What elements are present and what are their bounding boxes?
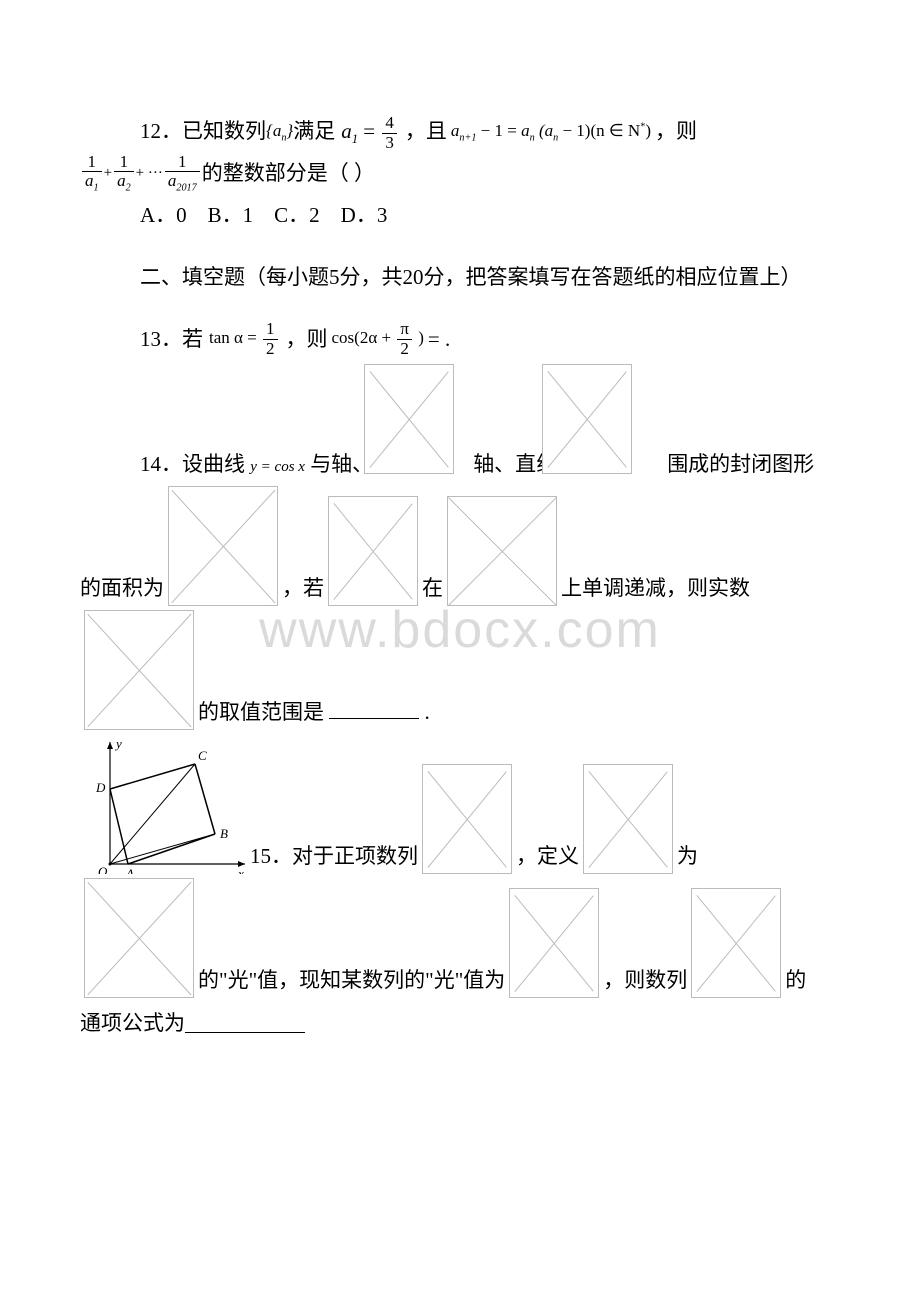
q12-a1-den: 3 xyxy=(382,133,397,153)
q14-t7: 上单调递减，则实数 xyxy=(561,572,750,606)
placeholder-box xyxy=(422,764,512,874)
q12-r-s2: n xyxy=(530,132,535,143)
q14-prefix: 14．设曲线 xyxy=(140,452,245,476)
placeholder-box xyxy=(84,878,194,998)
q13-fd: 2 xyxy=(263,339,278,359)
q12-seq: {an} xyxy=(266,114,293,149)
q12-t1a: a xyxy=(85,171,94,190)
q12-t2a: a xyxy=(117,171,126,190)
q14-line1: 14．设曲线 y = cos x 与轴、 轴、直线 围成的封闭图形 xyxy=(80,448,840,482)
diagram-label-D: D xyxy=(95,780,106,795)
placeholder-box xyxy=(84,610,194,730)
q13-close: ) xyxy=(418,328,424,347)
q13-frac: 1 2 xyxy=(263,320,278,358)
section2-title: 二、填空题（每小题5分，共20分，把答案填写在答题纸的相应位置上） xyxy=(80,256,840,298)
q12-comma1: ，且 xyxy=(405,110,447,152)
q12-tail2: 的整数部分是（ ） xyxy=(202,152,375,194)
q12-a1-a: a xyxy=(341,119,352,143)
q13-fn: 1 xyxy=(263,320,278,339)
q15-t6: 通项公式为 xyxy=(80,1002,185,1044)
placeholder-box xyxy=(364,364,454,474)
q14-row3: 的取值范围是 . xyxy=(80,610,840,730)
q12-p1: + xyxy=(104,158,112,188)
q12-a1-frac: 4 3 xyxy=(382,114,397,152)
q15-t4: ，则数列 xyxy=(603,964,687,998)
diagram-label-O: O xyxy=(98,864,108,874)
placeholder-box xyxy=(168,486,278,606)
q12-line2: 1 a1 + 1 a2 + ··· 1 a2017 的整数部分是（ ） xyxy=(80,152,840,194)
q15-prefix: 15．对于正项数列 xyxy=(250,840,418,874)
q12-choices: A．0 B．1 C．2 D．3 xyxy=(80,194,840,236)
q13-cos: cos(2α + π 2 ) xyxy=(332,320,424,358)
q12-r-p: (a xyxy=(539,121,553,140)
q15-t5: 的 xyxy=(785,964,806,998)
q13-prefix: 13．若 xyxy=(140,318,203,360)
q12-t1n: 1 xyxy=(85,153,100,172)
q14-t6: 在 xyxy=(422,572,443,606)
q12-line1: 12．已知数列 {an} 满足 a1 = 4 3 ，且 an+1 − 1 = a… xyxy=(80,110,840,152)
q12-a1-sub: 1 xyxy=(352,132,358,146)
q12-sum-t3: 1 a2017 xyxy=(165,153,200,194)
q12-sum-t1: 1 a1 xyxy=(82,153,102,194)
q12-r-s1: n+1 xyxy=(459,132,476,143)
q14-t4-real: 的面积为 xyxy=(80,572,164,606)
q12-r-mid: − 1 = xyxy=(481,121,521,140)
q12-tail: ，则 xyxy=(655,110,697,152)
q13-pi-frac: π 2 xyxy=(397,320,412,358)
q13-eq: = . xyxy=(428,318,450,360)
diagram-label-C: C xyxy=(198,748,207,763)
q15-row1: O A B C D x y 15．对于正项数列 ，定义 为 xyxy=(80,734,840,874)
q12-dots: + ··· xyxy=(136,158,163,188)
q14-t5: ，若 xyxy=(282,572,324,606)
q13-tan: tan α = 1 2 xyxy=(209,320,280,358)
q13-cos-text: cos(2α + xyxy=(332,328,396,347)
q14-t8: 的取值范围是 xyxy=(198,700,324,724)
q12-recur: an+1 − 1 = an (an − 1)(n ∈ N*) xyxy=(451,114,651,149)
placeholder-box xyxy=(509,888,599,998)
geometry-diagram: O A B C D x y xyxy=(80,734,250,874)
q12-r-end: − 1)(n ∈ N xyxy=(562,121,640,140)
q14-row2: 的面积为 ，若 在 上单调递减，则实数 xyxy=(80,486,840,606)
q12-r-a2: a xyxy=(521,121,530,140)
diagram-label-y: y xyxy=(114,736,122,751)
placeholder-box xyxy=(447,496,557,606)
q13-tan-text: tan α = xyxy=(209,328,261,347)
placeholder-box xyxy=(691,888,781,998)
q12-a1: a1 = 4 3 xyxy=(341,110,399,152)
q13-mid: ，则 xyxy=(286,318,328,360)
q12-r-s3: n xyxy=(553,132,558,143)
q12-prefix: 12．已知数列 xyxy=(140,110,266,152)
placeholder-box xyxy=(328,496,418,606)
q12-a1-num: 4 xyxy=(382,114,397,133)
q12-t3n: 1 xyxy=(175,153,190,172)
q12-sum-t2: 1 a2 xyxy=(114,153,134,194)
q14-t3: 围成的封闭图形 xyxy=(667,448,814,482)
q13-pin: π xyxy=(397,320,412,339)
blank-underline xyxy=(329,700,419,719)
q12-t1s: 1 xyxy=(94,183,99,194)
placeholder-box xyxy=(542,364,632,474)
q15-t2: 为 xyxy=(677,840,698,874)
diagram-label-B: B xyxy=(220,826,228,841)
q14-curve: y = cos x xyxy=(250,459,305,475)
q15-row3: 通项公式为 xyxy=(80,1002,840,1044)
q12-satisfy: 满足 xyxy=(293,110,335,152)
q15-t3: 的"光"值，现知某数列的"光"值为 xyxy=(198,964,505,998)
blank-underline xyxy=(185,1014,305,1033)
diagram-label-x: x xyxy=(237,866,244,874)
placeholder-box xyxy=(583,764,673,874)
q13-pid: 2 xyxy=(397,339,412,359)
q12-t2n: 1 xyxy=(117,153,132,172)
q14-period: . xyxy=(425,700,430,724)
q12-r-close: ) xyxy=(645,121,651,140)
diagram-label-A: A xyxy=(125,866,134,874)
q12-t3s: 2017 xyxy=(176,183,196,194)
q12-a1-eq: = xyxy=(363,119,380,143)
q15-t1: ，定义 xyxy=(516,840,579,874)
q12-t2s: 2 xyxy=(126,183,131,194)
q15-row2: 的"光"值，现知某数列的"光"值为 ，则数列 的 xyxy=(80,878,840,998)
q13-line: 13．若 tan α = 1 2 ，则 cos(2α + π 2 ) = . xyxy=(80,318,840,360)
